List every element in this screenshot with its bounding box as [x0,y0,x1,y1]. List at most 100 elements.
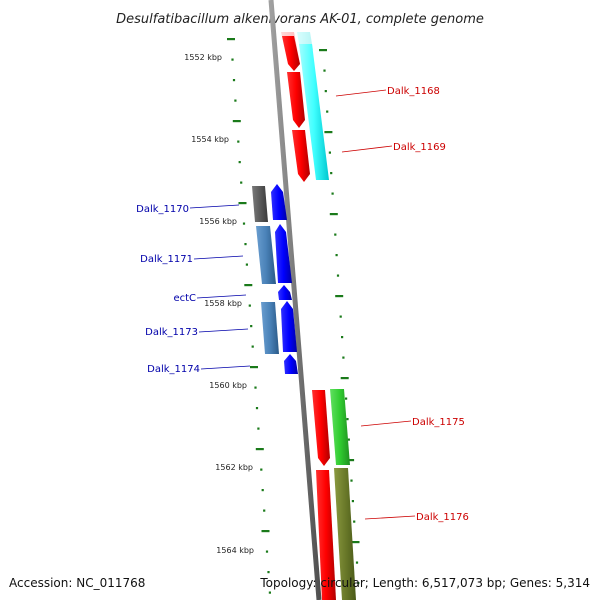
minor-tick [248,304,251,307]
minor-tick [232,79,236,82]
genome-backbone [268,0,322,600]
cds-arrow [287,72,305,128]
cds-arrow [312,390,330,466]
minor-tick [267,571,270,574]
cds-arrow [275,224,292,283]
minor-tick [250,325,253,328]
minor-tick [347,438,350,441]
gene-label-dalk-1174[interactable]: Dalk_1174 [147,364,200,375]
minor-tick [260,468,263,471]
minor-tick [257,427,260,430]
gene-label-dalk-1171[interactable]: Dalk_1171 [140,254,193,265]
gene-label-dalk-1173[interactable]: Dalk_1173 [145,327,198,338]
gene-label-dalk-1170[interactable]: Dalk_1170 [136,204,189,215]
scale-label: 1560 kbp [209,381,247,390]
forward-feature-track [297,32,356,600]
leader-line [196,294,247,299]
leader-line [200,365,251,370]
feature-bar [261,302,279,354]
accession-text: Accession: NC_011768 [9,576,145,590]
scale-label: 1558 kbp [204,299,242,308]
major-tick [227,38,235,41]
minor-tick [265,550,269,553]
major-tick [232,120,241,123]
feature-bar [334,468,356,600]
cds-arrow [316,470,336,600]
scale-label: 1556 kbp [199,217,237,226]
cds-arrow [292,130,310,182]
leader-line [193,255,244,260]
minor-tick [254,386,257,389]
minor-tick [345,397,348,400]
leader-line [189,204,240,209]
minor-tick [353,520,356,523]
major-tick [324,131,333,134]
tick-marks-inner [227,38,271,594]
major-tick [346,459,355,462]
minor-tick [268,591,271,594]
minor-tick [341,336,344,339]
minor-tick [350,479,353,482]
leader-line [364,515,416,520]
leader-line [335,89,387,97]
minor-tick [251,345,254,348]
minor-tick [234,99,237,102]
minor-tick [261,489,264,492]
leader-line [198,328,249,333]
tick-marks-outer [319,49,360,585]
major-tick [261,530,270,533]
leader-line [360,420,412,427]
minor-tick [335,254,338,257]
minor-tick [242,222,246,225]
minor-tick [263,509,266,512]
minor-tick [324,90,327,93]
minor-tick [328,151,331,154]
feature-bar [299,44,329,180]
feature-bar [252,186,268,222]
minor-tick [323,69,326,72]
minor-tick [357,582,360,585]
scale-label: 1562 kbp [215,463,253,472]
minor-tick [240,181,243,184]
scale-label: 1564 kbp [216,546,254,555]
minor-tick [255,407,259,410]
cds-arrow [281,301,297,352]
minor-tick [355,561,359,564]
gene-label-dalk-1168[interactable]: Dalk_1168 [387,86,440,97]
scale-label: 1554 kbp [191,135,229,144]
gene-label-dalk-1176[interactable]: Dalk_1176 [416,512,469,523]
scale-label: 1552 kbp [184,53,222,62]
minor-tick [244,243,247,246]
gene-labels: Dalk_1168 Dalk_1169 Dalk_1170 Dalk_1171 … [136,86,469,523]
minor-tick [231,58,234,61]
minor-tick [326,110,329,113]
cds-arrow [271,184,287,220]
major-tick [340,377,349,380]
minor-tick [334,233,337,236]
feature-bar [330,389,350,465]
minor-tick [237,140,240,143]
gene-label-ectc[interactable]: ectC [173,293,196,304]
minor-tick [331,192,334,195]
major-tick [329,213,338,216]
minor-tick [346,418,349,421]
cds-arrow [282,36,300,71]
major-tick [250,366,258,369]
forward-cds-track [281,32,336,600]
genome-summary-text: Topology: circular; Length: 6,517,073 bp… [259,576,590,590]
gene-label-dalk-1175[interactable]: Dalk_1175 [412,417,465,428]
minor-tick [238,161,241,164]
major-tick [255,448,264,451]
scale-labels: 1552 kbp 1554 kbp 1556 kbp 1558 kbp 1560… [184,53,254,555]
reverse-cds-track [271,184,298,374]
cds-arrow [278,285,292,300]
minor-tick [245,263,248,266]
reverse-feature-track [252,186,279,354]
minor-tick [351,500,354,503]
minor-tick [342,356,345,359]
major-tick [244,284,253,287]
cds-arrow [284,354,298,374]
gene-label-dalk-1169[interactable]: Dalk_1169 [393,142,446,153]
major-tick [319,49,327,52]
